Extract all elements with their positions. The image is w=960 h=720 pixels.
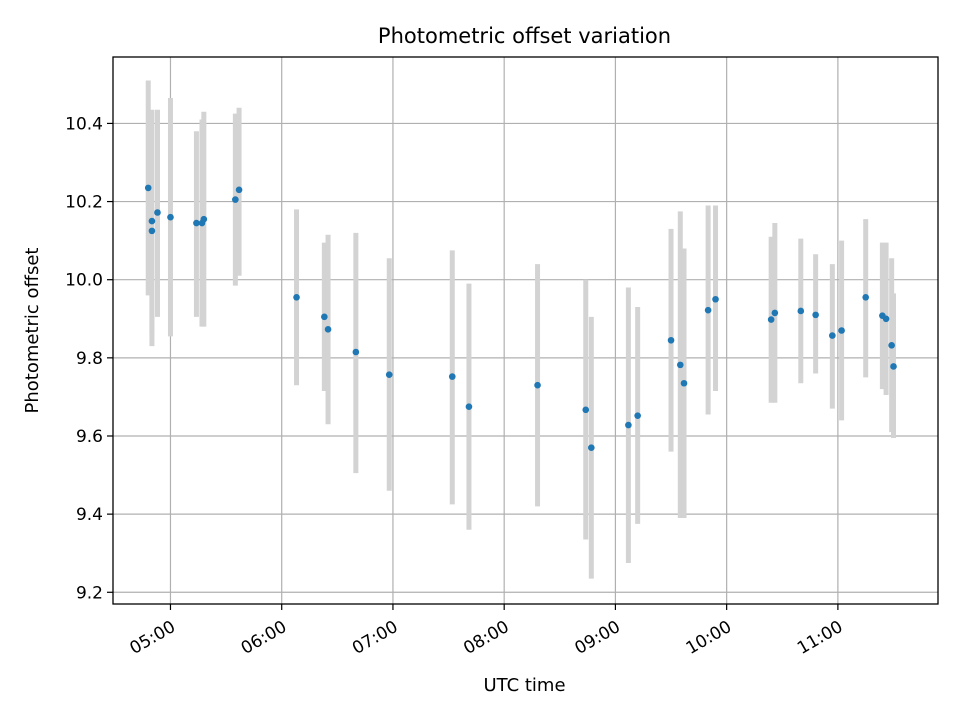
data-point xyxy=(232,196,239,203)
data-point xyxy=(838,327,845,334)
data-point xyxy=(582,406,590,414)
y-tick-label: 9.6 xyxy=(76,427,103,447)
data-points xyxy=(144,184,897,452)
data-point xyxy=(154,209,161,216)
data-point xyxy=(680,379,688,387)
data-point xyxy=(465,403,473,410)
data-point xyxy=(625,421,632,429)
data-point xyxy=(882,315,890,323)
data-point xyxy=(634,412,641,419)
data-point xyxy=(677,361,684,369)
data-point xyxy=(193,219,200,227)
chart-title: Photometric offset variation xyxy=(378,24,671,48)
data-point xyxy=(321,313,328,321)
data-point xyxy=(667,336,675,344)
y-tick-label: 10.4 xyxy=(65,114,103,134)
data-point xyxy=(148,227,156,235)
data-point xyxy=(448,373,456,380)
data-point xyxy=(704,306,712,314)
data-point xyxy=(829,332,836,339)
y-tick-label: 9.4 xyxy=(76,505,103,525)
data-point xyxy=(534,381,541,389)
data-point xyxy=(890,363,897,370)
data-point xyxy=(712,295,719,303)
data-point xyxy=(812,311,819,319)
y-tick-label: 9.8 xyxy=(76,349,103,369)
y-axis-label: Photometric offset xyxy=(22,248,43,414)
data-point xyxy=(767,316,775,323)
data-point xyxy=(771,309,779,317)
data-point xyxy=(167,213,174,221)
data-point xyxy=(235,186,243,194)
data-point xyxy=(148,217,156,225)
data-point xyxy=(144,184,152,192)
y-tick-label: 9.2 xyxy=(76,583,103,603)
data-point xyxy=(324,326,332,333)
data-point xyxy=(862,293,869,301)
data-point xyxy=(588,444,595,452)
plot-frame xyxy=(112,56,939,605)
data-point xyxy=(385,371,393,378)
data-point xyxy=(352,348,360,356)
x-axis-label: UTC time xyxy=(483,675,565,696)
y-tick-label: 10.2 xyxy=(65,193,103,213)
y-tick-label: 10.0 xyxy=(65,271,103,291)
data-point xyxy=(888,342,895,349)
data-point xyxy=(797,307,805,315)
data-point xyxy=(200,215,208,223)
data-point xyxy=(293,293,300,301)
